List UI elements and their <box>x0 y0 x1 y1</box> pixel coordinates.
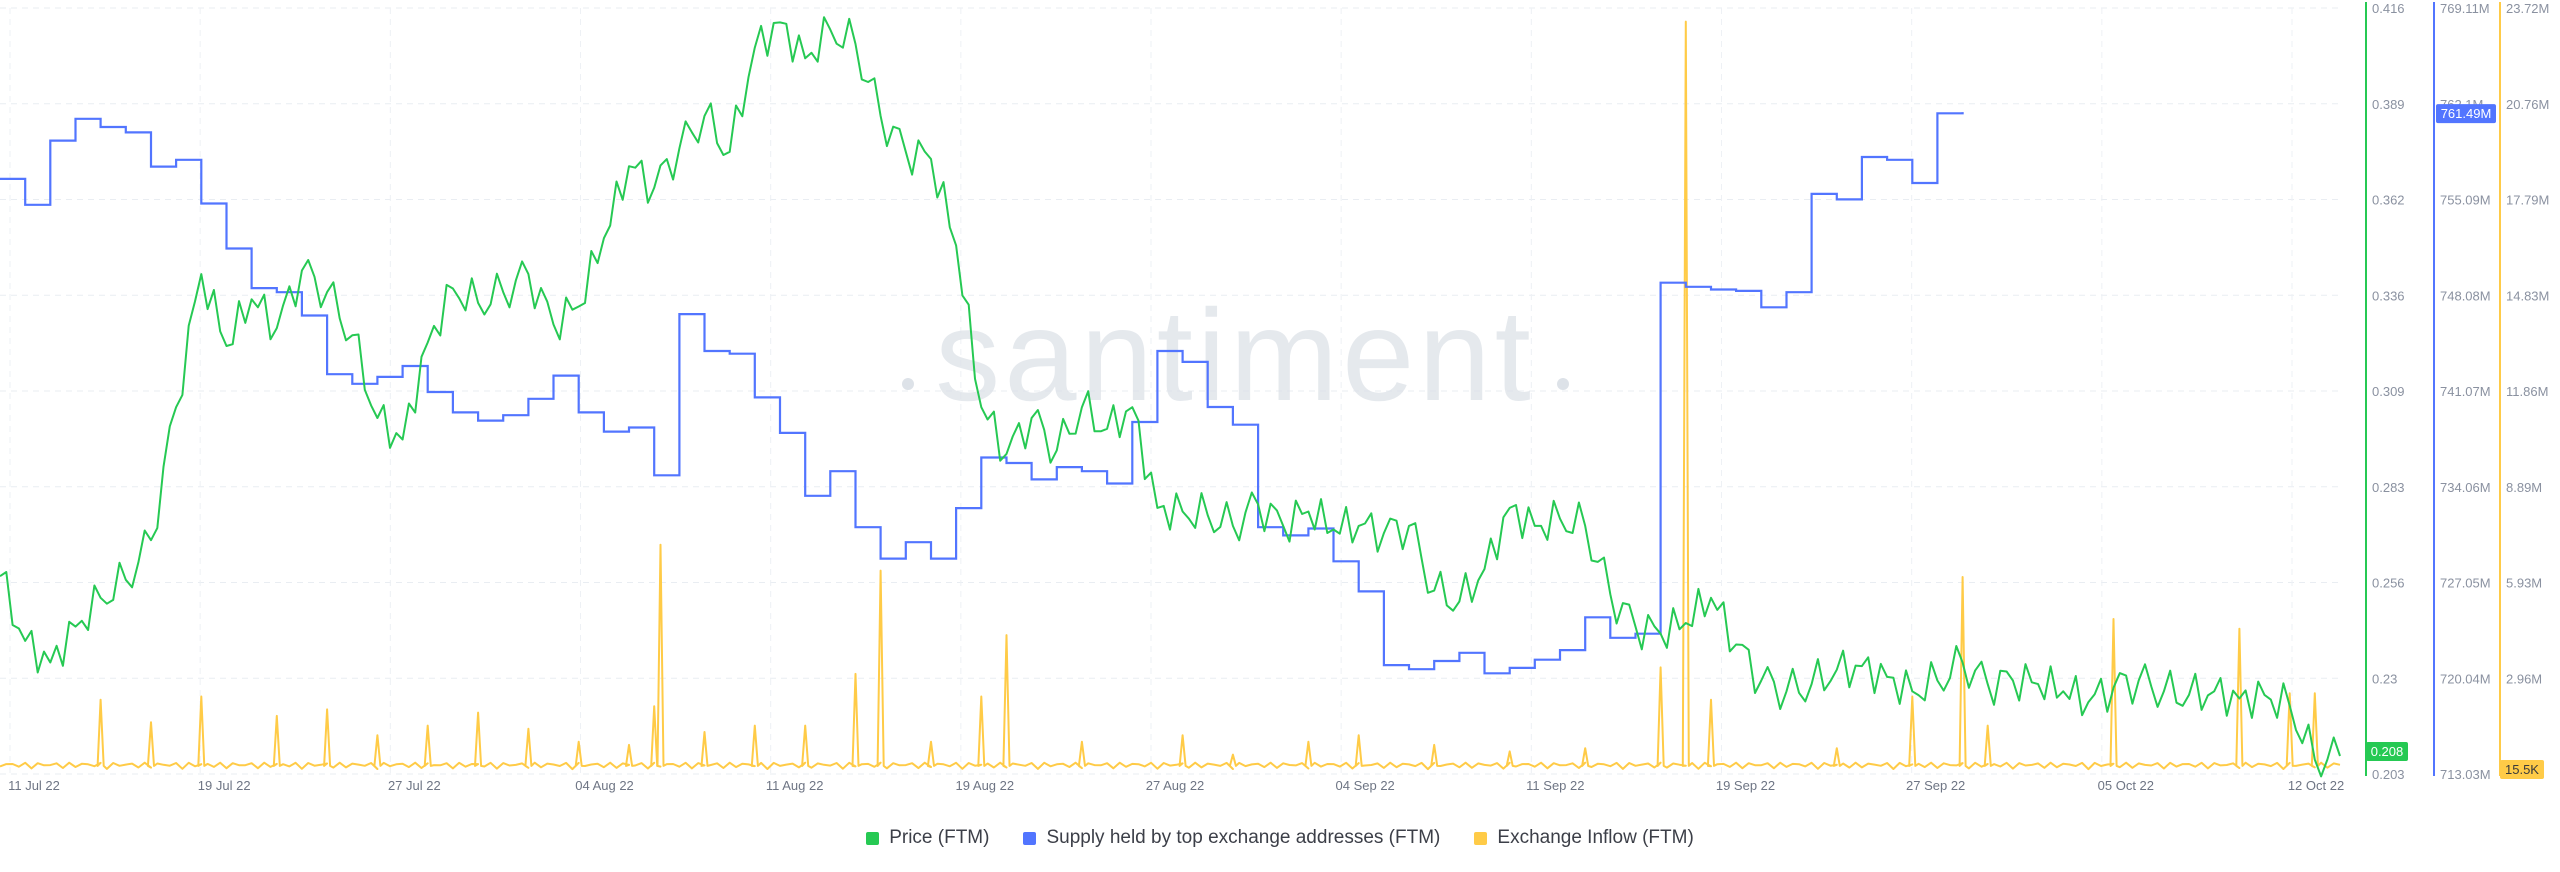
inflow-tick-label: 23.72M <box>2506 1 2549 16</box>
supply-tick-label: 755.09M <box>2440 193 2491 208</box>
supply-tick-label: 769.11M <box>2440 1 2490 16</box>
x-tick-label: 27 Aug 22 <box>1146 778 1205 793</box>
x-tick-label: 05 Oct 22 <box>2098 778 2154 793</box>
inflow-tick-label: 8.89M <box>2506 480 2542 495</box>
x-tick-label: 27 Jul 22 <box>388 778 441 793</box>
inflow-last-value-bg <box>2500 760 2544 779</box>
supply-last-value-bg <box>2436 104 2496 124</box>
legend: Price (FTM) Supply held by top exchange … <box>0 823 2560 853</box>
inflow-tick-label: 17.79M <box>2506 193 2549 208</box>
santiment-watermark: santiment <box>935 282 1535 428</box>
x-tick-label: 19 Jul 22 <box>198 778 251 793</box>
price-last-value-bg <box>2366 742 2408 762</box>
legend-item-inflow[interactable]: Exchange Inflow (FTM) <box>1474 827 1694 849</box>
legend-label-price: Price (FTM) <box>889 827 990 848</box>
inflow-tick-label: 11.86M <box>2506 384 2548 399</box>
x-tick-label: 11 Sep 22 <box>1526 778 1584 793</box>
price-line <box>0 16 2341 778</box>
supply-tick-label: 713.03M <box>2440 767 2491 782</box>
watermark-dot-right <box>1557 378 1569 390</box>
legend-swatch-price <box>866 831 880 845</box>
legend-label-inflow: Exchange Inflow (FTM) <box>1497 827 1694 848</box>
x-tick-label: 04 Aug 22 <box>575 778 634 793</box>
price-tick-label: 0.336 <box>2372 288 2405 303</box>
x-tick-label: 11 Aug 22 <box>766 778 824 793</box>
legend-item-supply[interactable]: Supply held by top exchange addresses (F… <box>1023 827 1440 849</box>
legend-label-supply: Supply held by top exchange addresses (F… <box>1046 827 1441 848</box>
price-tick-label: 0.389 <box>2372 97 2405 112</box>
axes-layer: 11 Jul 22 19 Jul 22 27 Jul 22 04 Aug 22 11 A… <box>8 1 2549 793</box>
inflow-tick-label: 20.76M <box>2506 97 2549 112</box>
inflow-tick-label: 2.96M <box>2506 671 2542 686</box>
x-tick-label: 19 Sep 22 <box>1716 778 1775 793</box>
x-tick-label: 19 Aug 22 <box>956 778 1015 793</box>
inflow-tick-label: 5.93M <box>2506 576 2542 591</box>
inflow-tick-label: 14.83M <box>2506 288 2549 303</box>
series-layer <box>0 16 2341 778</box>
supply-tick-label: 741.07M <box>2440 384 2491 399</box>
price-tick-label: 0.309 <box>2372 384 2405 399</box>
supply-tick-label: 727.05M <box>2440 576 2491 591</box>
price-tick-label: 0.256 <box>2372 576 2405 591</box>
price-tick-label: 0.23 <box>2372 671 2397 686</box>
supply-line <box>0 112 1964 675</box>
watermark-dot-left <box>902 378 914 390</box>
price-tick-label: 0.362 <box>2372 193 2405 208</box>
legend-swatch-inflow <box>1474 831 1488 845</box>
inflow-line <box>0 20 2341 771</box>
supply-tick-label: 748.08M <box>2440 288 2491 303</box>
price-last-value: 0.208 <box>2371 744 2404 759</box>
legend-swatch-supply <box>1023 831 1037 845</box>
x-tick-label: 04 Sep 22 <box>1336 778 1395 793</box>
x-tick-label: 12 Oct 22 <box>2288 778 2344 793</box>
supply-last-value: 761.49M <box>2441 106 2492 121</box>
grid-layer <box>0 7 2340 775</box>
x-tick-label: 11 Jul 22 <box>8 778 60 793</box>
supply-tick-label: 734.06M <box>2440 480 2491 495</box>
x-tick-label: 27 Sep 22 <box>1906 778 1965 793</box>
legend-item-price[interactable]: Price (FTM) <box>866 827 989 849</box>
price-tick-label: 0.416 <box>2372 1 2405 16</box>
price-tick-label: 0.203 <box>2372 767 2405 782</box>
inflow-last-value: 15.5K <box>2505 762 2539 777</box>
price-tick-label: 0.283 <box>2372 480 2405 495</box>
supply-tick-label: 720.04M <box>2440 671 2491 686</box>
